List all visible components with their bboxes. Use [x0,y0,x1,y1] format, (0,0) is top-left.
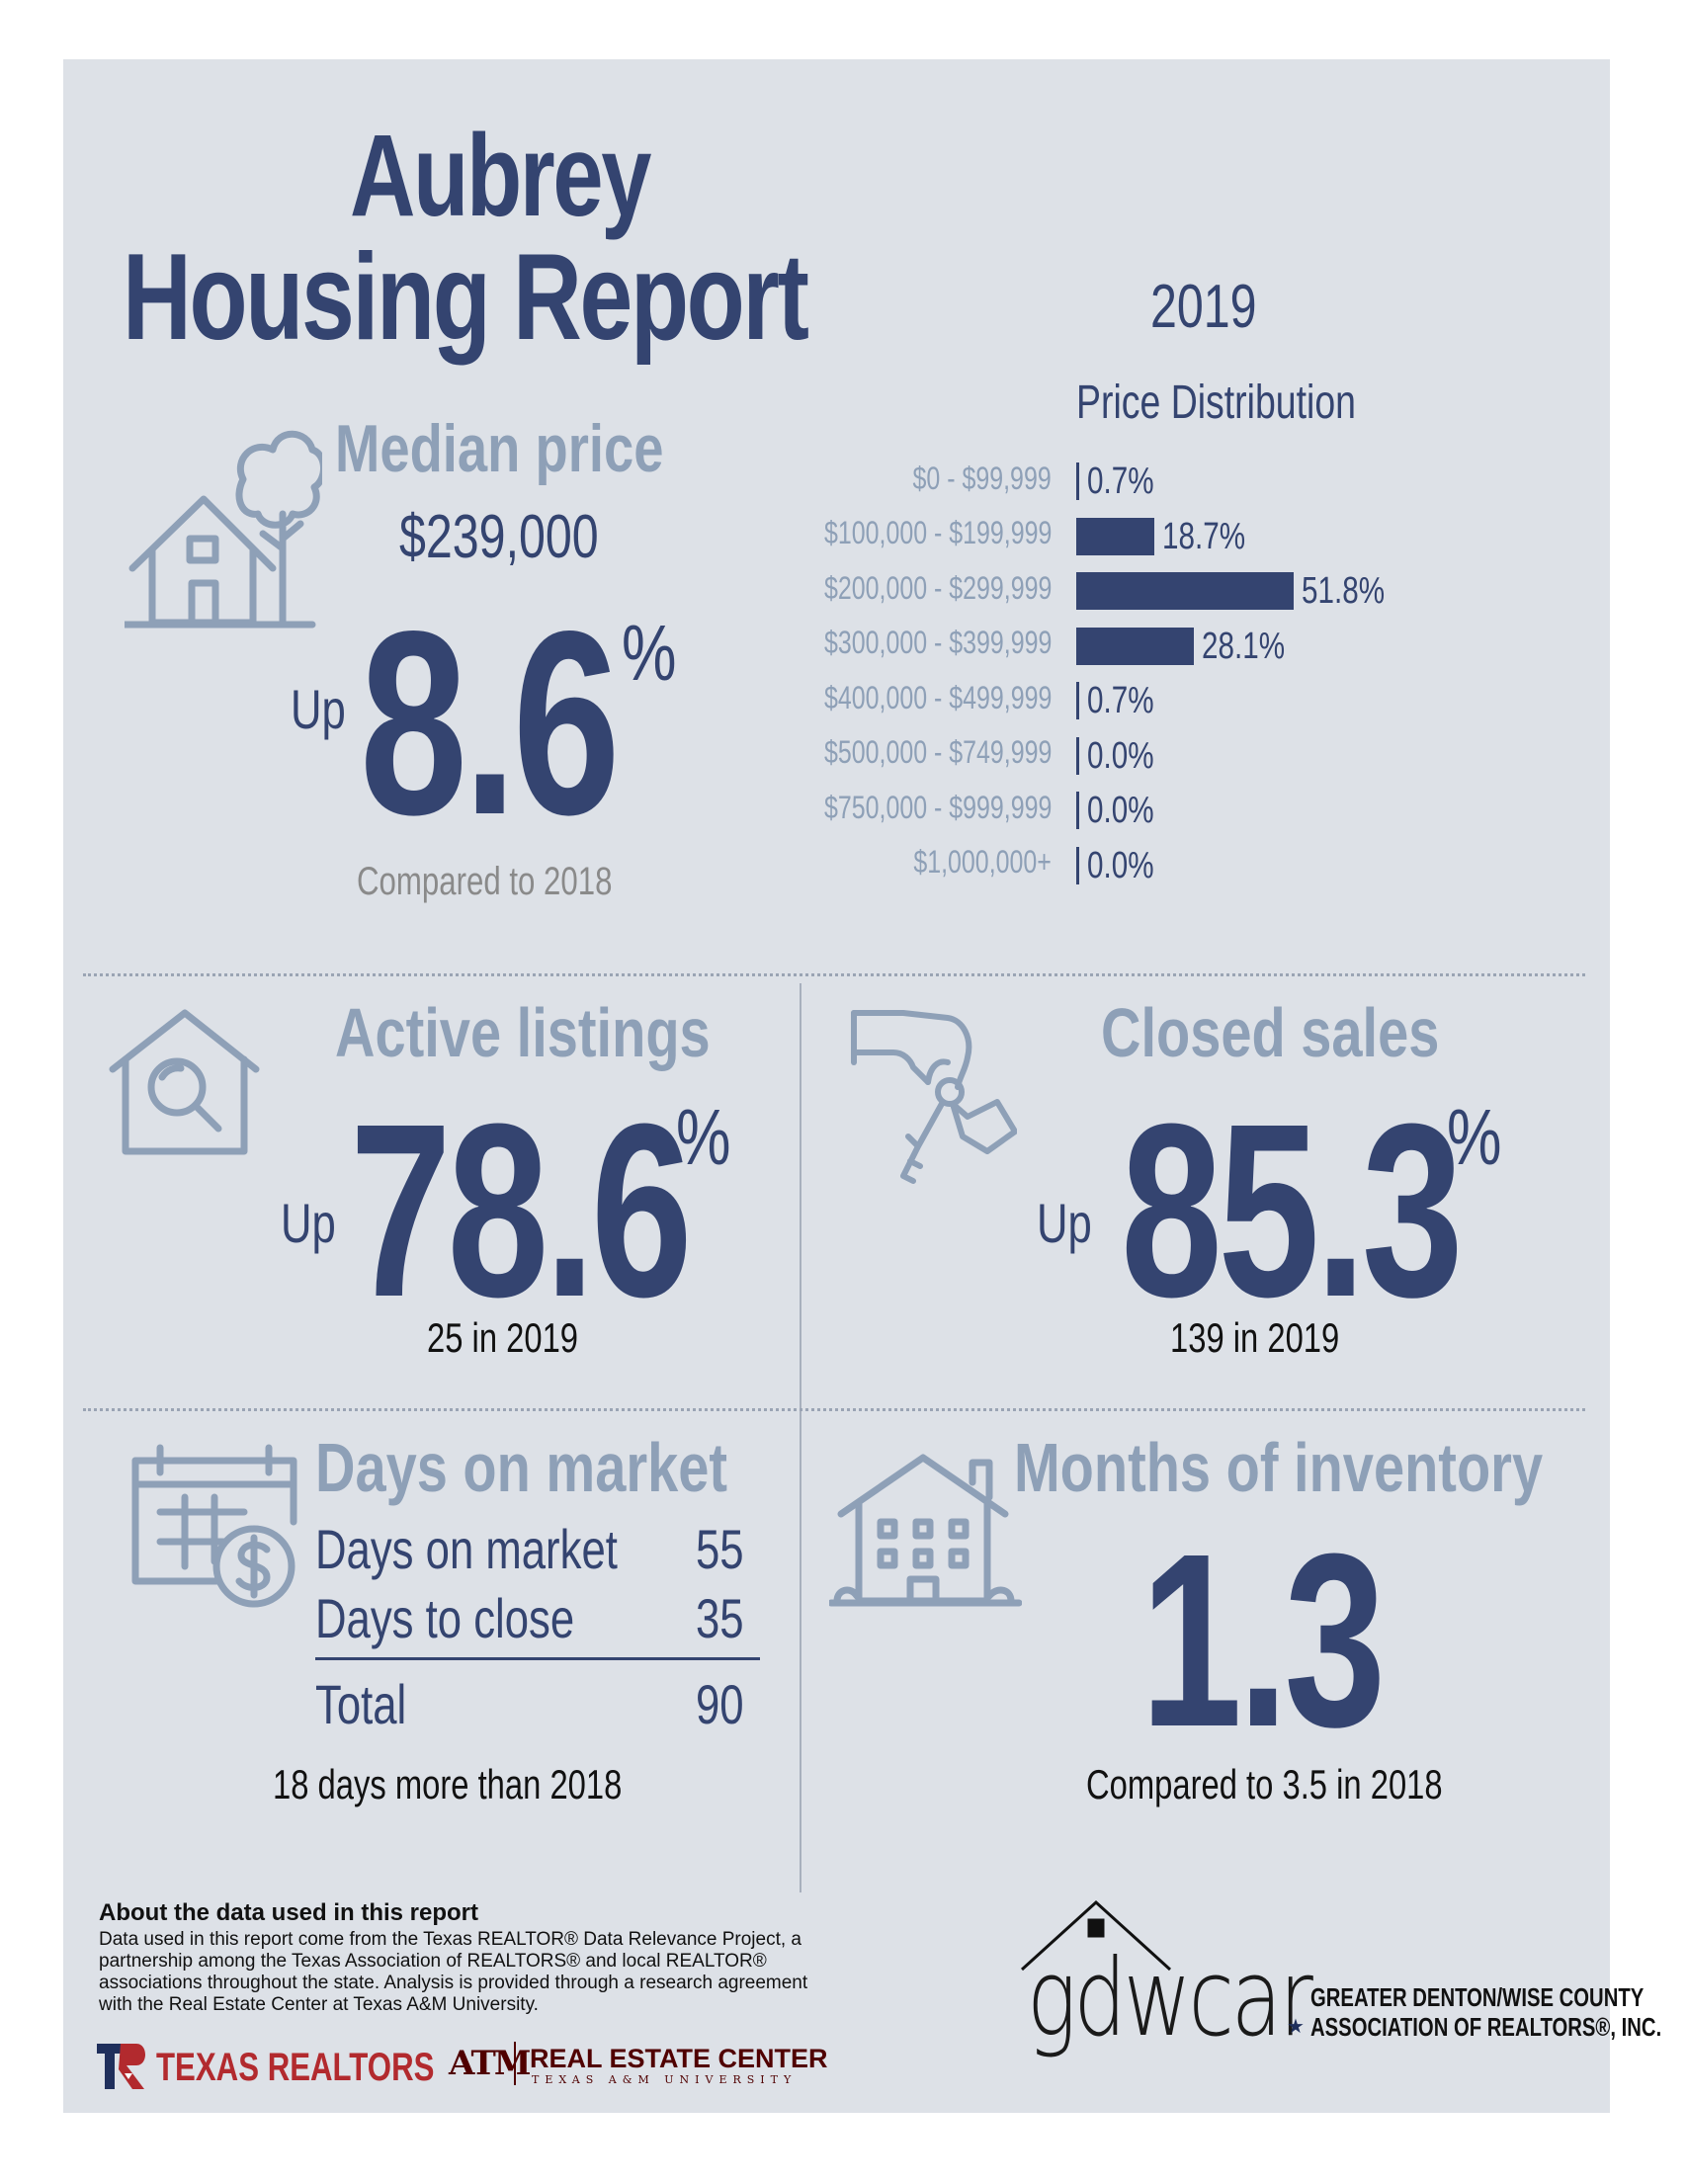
active-listings-label: Active listings [335,994,711,1071]
star-icon: ★ [1287,2016,1305,2038]
rec-title: REAL ESTATE CENTER [530,2044,828,2073]
closed-note: 139 in 2019 [1170,1314,1340,1361]
price-bar [1076,792,1079,829]
price-range-label: $400,000 - $499,999 [823,680,1052,715]
house-tree-icon [125,420,322,632]
gdwcar-line1: GREATER DENTON/WISE COUNTY [1310,1982,1645,2012]
building-icon [829,1453,1022,1611]
closed-direction: Up [1037,1192,1092,1254]
divider-vertical [800,983,801,1892]
tam-logo: ATM [449,2044,531,2083]
price-range-label: $500,000 - $749,999 [823,734,1052,770]
closed-change: 85.3 [1121,1072,1464,1348]
city-title: Aubrey [350,111,651,241]
active-note: 25 in 2019 [427,1314,579,1361]
about-title: About the data used in this report [99,1899,479,1926]
gdwcar-house-icon [1012,1892,1180,1976]
calendar-dollar-icon [130,1443,303,1611]
price-bar-value: 0.7% [1087,680,1154,721]
about-line: with the Real Estate Center at Texas A&M… [99,1994,539,2015]
dom-row-value: 35 [696,1587,744,1649]
price-bar [1076,736,1079,775]
price-bar-value: 28.1% [1202,625,1286,667]
about-line: partnership among the Texas Association … [99,1951,767,1972]
price-bar-value: 51.8% [1302,570,1386,612]
texas-realtors-mark-icon [97,2044,145,2089]
price-range-labels: $0 - $99,999 $100,000 - $199,999 $200,00… [617,455,1052,909]
median-direction: Up [291,678,346,740]
price-bar-value: 18.7% [1162,515,1246,557]
months-inventory-value: 1.3 [1140,1502,1386,1778]
dom-total-label: Total [315,1673,407,1735]
median-comparison: Compared to 2018 [357,860,613,903]
price-bar-value: 0.0% [1087,734,1154,777]
texas-realtors-logo [97,2044,148,2094]
median-price-label: Median price [335,411,664,486]
dom-total-rule [315,1657,760,1660]
dom-row-label: Days on market [315,1518,618,1580]
house-search-icon [108,1008,261,1156]
price-range-label: $1,000,000+ [913,844,1052,880]
gdwcar-logo-text: gdwcar [1027,1937,1313,2060]
rec-subtitle: TEXAS A&M UNIVERSITY [532,2073,798,2086]
price-bar [1076,846,1079,884]
price-bar [1076,572,1294,610]
months-inventory-label: Months of inventory [1014,1429,1544,1506]
divider-top [83,973,1585,976]
price-range-label: $0 - $99,999 [912,461,1052,496]
price-distribution-chart: $0 - $99,999 $100,000 - $199,999 $200,00… [617,455,1385,909]
about-body: Data used in this report come from the T… [99,1929,807,2016]
divider-middle [83,1408,1585,1411]
price-range-label: $200,000 - $299,999 [823,570,1052,606]
dom-total-value: 90 [696,1673,744,1735]
price-range-label: $750,000 - $999,999 [823,790,1052,825]
about-line: associations throughout the state. Analy… [99,1973,808,1993]
active-direction: Up [281,1192,336,1254]
median-price-value: $239,000 [399,503,599,571]
about-line: Data used in this report come from the T… [99,1929,801,1950]
closed-change-unit: % [1447,1093,1502,1181]
tam-mark: ATM [449,2044,531,2083]
price-bar-value: 0.0% [1087,844,1154,886]
median-change: 8.6 [360,577,621,870]
price-bar [1076,627,1194,665]
report-title: Housing Report [123,229,809,366]
price-bar [1076,682,1079,719]
price-bar [1076,462,1079,500]
price-bars: 0.7% 18.7% 51.8% 28.1% 0.7% 0.0% 0.0% 0.0% [1076,455,1385,909]
active-change-unit: % [676,1093,731,1181]
texas-realtors-text: TEXAS REALTORS [156,2046,435,2089]
rec-divider [514,2042,516,2085]
dom-row-label: Days to close [315,1587,575,1649]
year-label: 2019 [1150,273,1257,341]
active-change: 78.6 [350,1072,693,1348]
gdwcar-line2: ASSOCIATION OF REALTORS®, INC. [1310,2012,1662,2042]
price-distribution-title: Price Distribution [1076,377,1356,429]
dom-note: 18 days more than 2018 [273,1761,623,1807]
price-range-label: $300,000 - $399,999 [823,625,1052,660]
price-bar-value: 0.7% [1087,461,1154,502]
closed-sales-label: Closed sales [1101,994,1440,1071]
months-inventory-note: Compared to 3.5 in 2018 [1086,1761,1443,1807]
hand-keys-icon [849,1008,1017,1186]
days-on-market-label: Days on market [315,1429,728,1506]
price-bar [1076,517,1154,555]
report-panel: Aubrey Housing Report 2019 Median price … [63,59,1661,2113]
median-change-unit: % [622,609,677,697]
price-range-label: $100,000 - $199,999 [823,515,1052,550]
dom-row-value: 55 [696,1518,744,1580]
price-bar-value: 0.0% [1087,790,1154,831]
